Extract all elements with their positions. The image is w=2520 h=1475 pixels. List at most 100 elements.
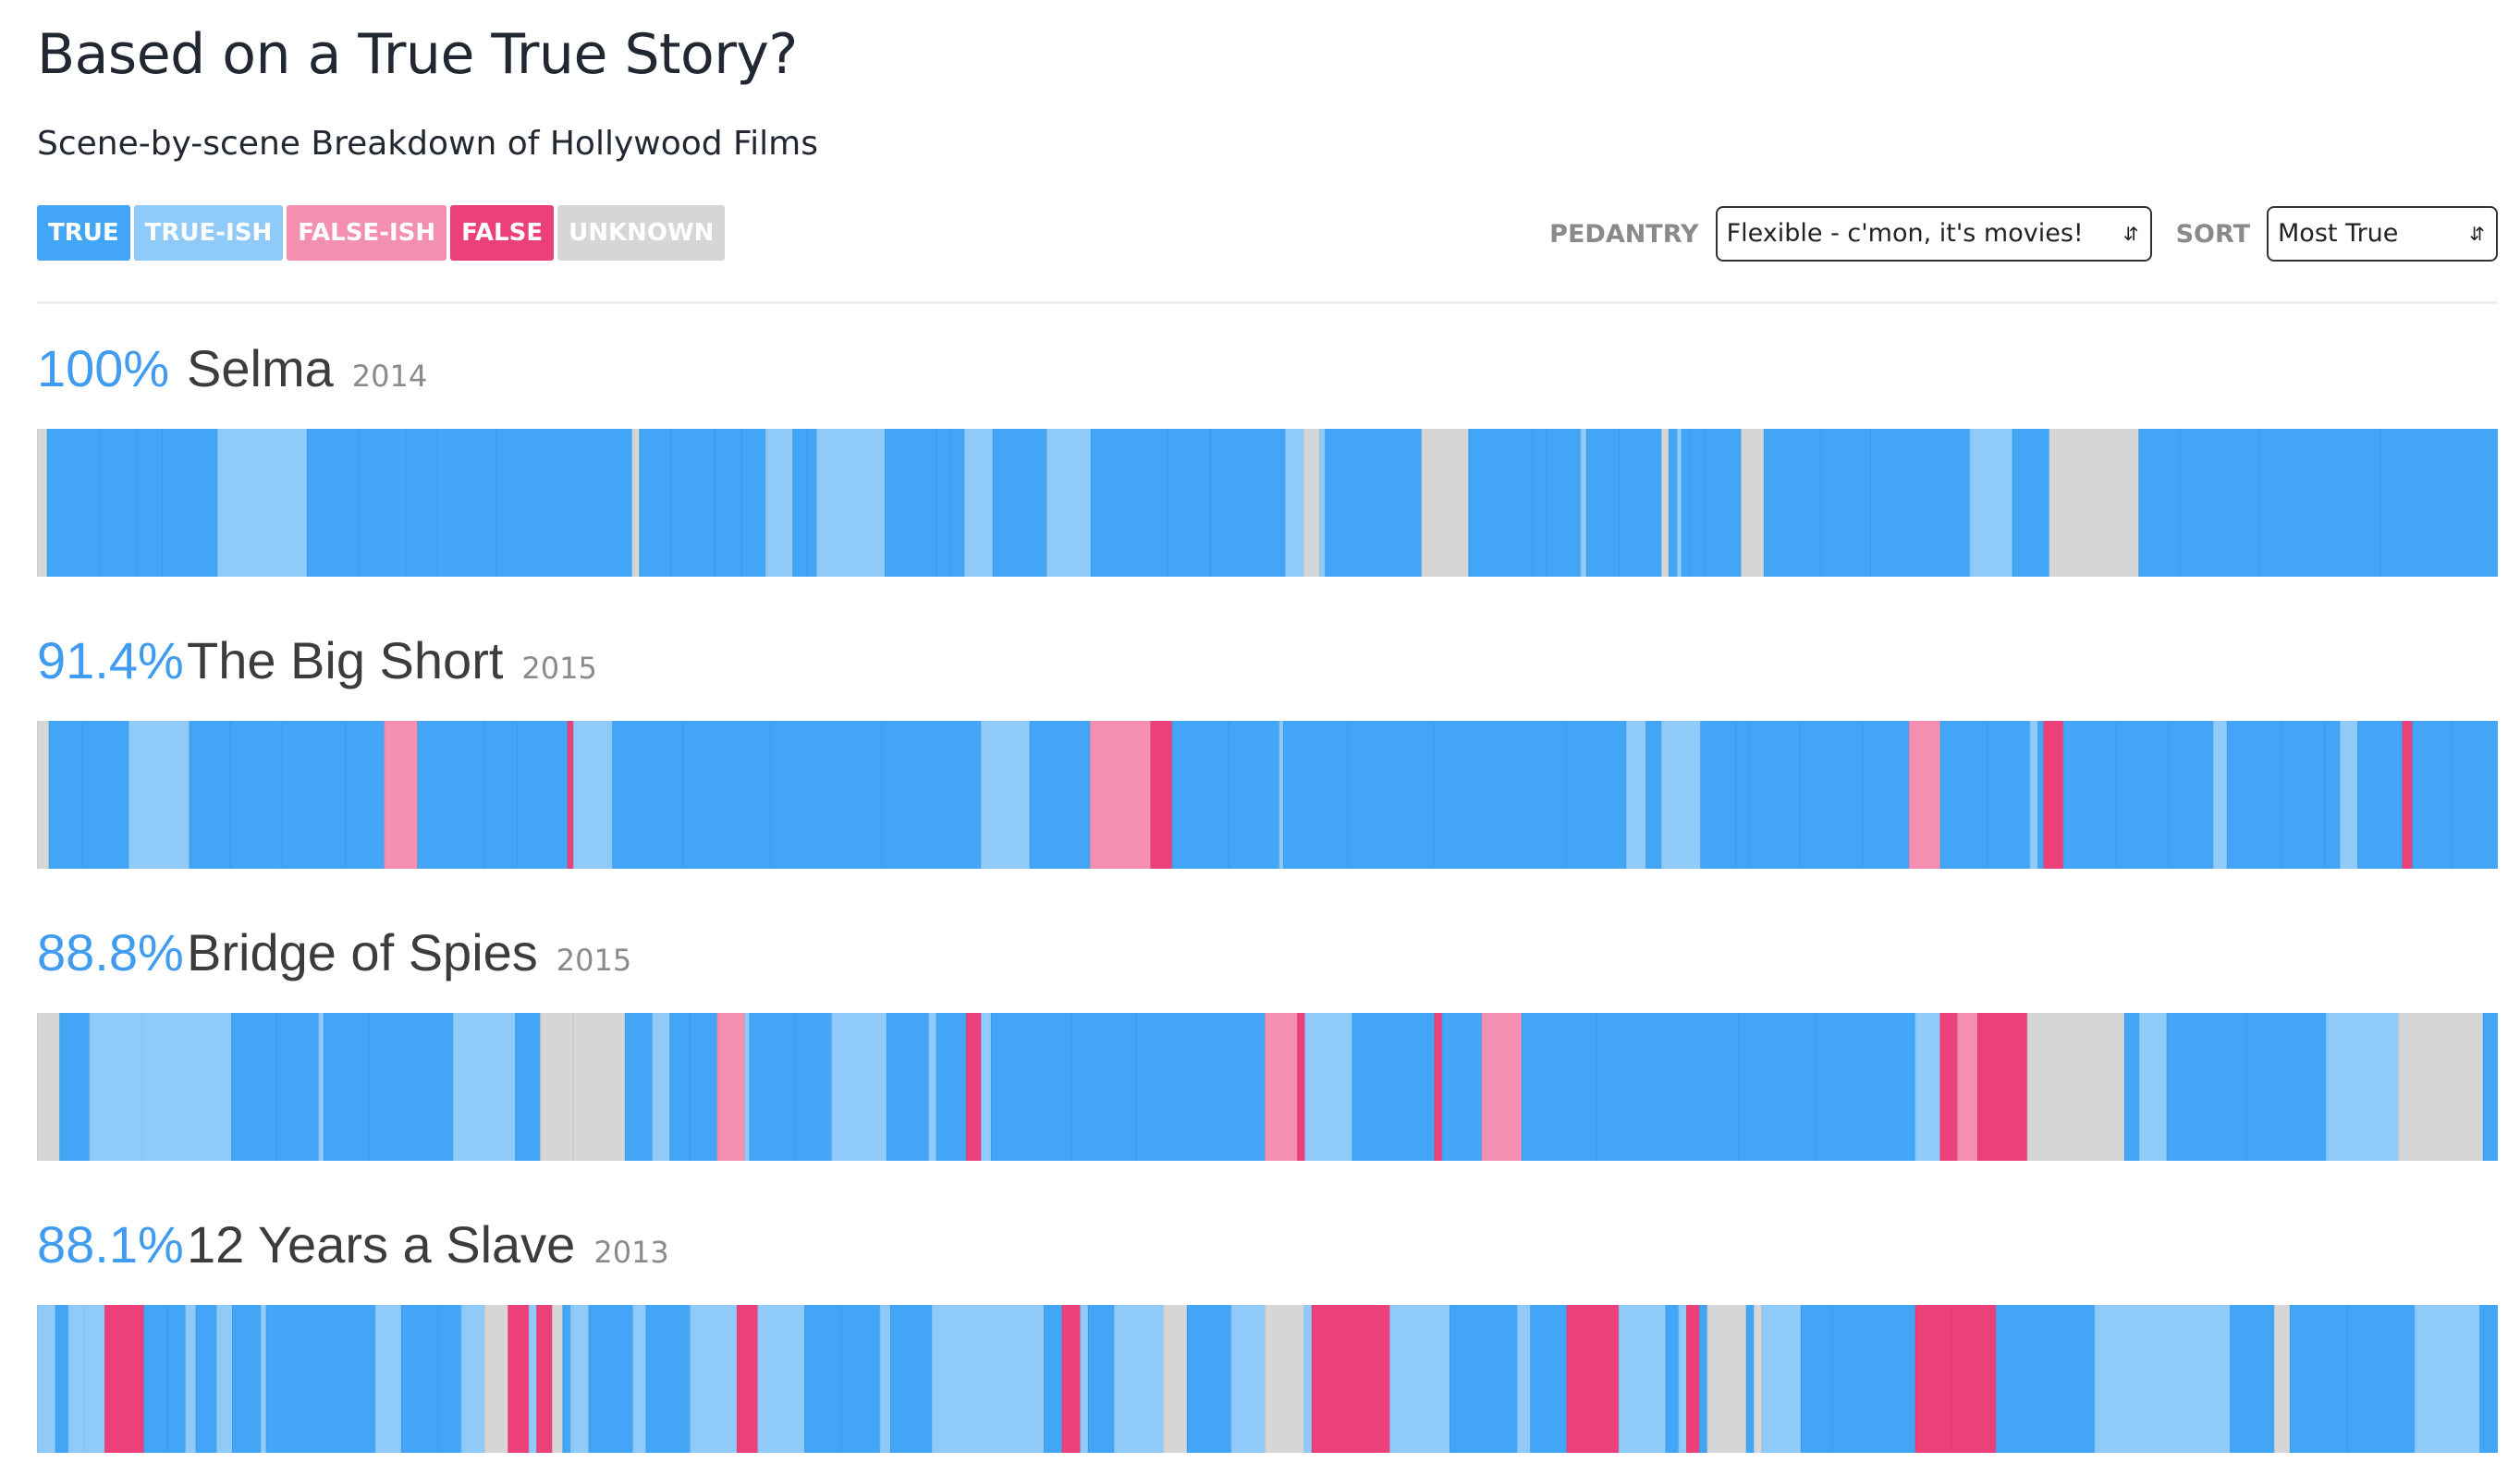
scene-segment-true-ish[interactable] xyxy=(374,1305,402,1453)
scene-segment-true[interactable] xyxy=(2289,1305,2348,1453)
scene-segment-true[interactable] xyxy=(275,1013,320,1161)
scene-segment-true-ish[interactable] xyxy=(1969,429,2013,577)
scene-segment-true[interactable] xyxy=(195,1305,217,1453)
scene-segment-true[interactable] xyxy=(682,721,771,869)
scene-segment-true-ish[interactable] xyxy=(2029,721,2038,869)
scene-segment-false-ish[interactable] xyxy=(716,1013,745,1161)
scene-segment-false[interactable] xyxy=(1951,1305,1997,1453)
scene-segment-true[interactable] xyxy=(1228,721,1280,869)
scene-segment-false-ish[interactable] xyxy=(1090,721,1152,869)
scene-segment-true[interactable] xyxy=(1352,1013,1436,1161)
scene-segment-true[interactable] xyxy=(306,429,359,577)
scene-segment-true-ish[interactable] xyxy=(1080,1305,1089,1453)
scene-segment-true[interactable] xyxy=(2166,1013,2247,1161)
scene-segment-true-ish[interactable] xyxy=(2414,1305,2480,1453)
scene-segment-true[interactable] xyxy=(2451,721,2498,869)
scene-segment-true[interactable] xyxy=(48,721,83,869)
scene-segment-true[interactable] xyxy=(645,1305,691,1453)
scene-segment-true-ish[interactable] xyxy=(1319,429,1326,577)
scene-segment-true-ish[interactable] xyxy=(831,1013,887,1161)
scene-segment-false[interactable] xyxy=(1686,1305,1700,1453)
scene-segment-true-ish[interactable] xyxy=(690,1305,738,1453)
scene-segment-true[interactable] xyxy=(2123,1013,2140,1161)
scene-segment-unknown[interactable] xyxy=(1421,429,1469,577)
scene-segment-true-ish[interactable] xyxy=(1761,1305,1802,1453)
scene-segment-true[interactable] xyxy=(740,429,766,577)
scene-segment-true[interactable] xyxy=(885,429,936,577)
scene-segment-true[interactable] xyxy=(358,429,407,577)
scene-segment-true[interactable] xyxy=(2037,721,2045,869)
scene-segment-true[interactable] xyxy=(265,1305,376,1453)
scene-segment-true[interactable] xyxy=(1870,429,1971,577)
scene-segment-true[interactable] xyxy=(136,429,163,577)
scene-segment-true[interactable] xyxy=(2258,429,2381,577)
scene-segment-true[interactable] xyxy=(1325,429,1423,577)
scene-segment-true-ish[interactable] xyxy=(83,1305,105,1453)
scene-segment-true-ish[interactable] xyxy=(632,1305,647,1453)
legend-item-unknown[interactable]: UNKNOWN xyxy=(557,205,726,261)
scene-segment-false[interactable] xyxy=(104,1305,144,1453)
scene-segment-true-ish[interactable] xyxy=(1626,721,1646,869)
scene-segment-unknown[interactable] xyxy=(2026,1013,2125,1161)
scene-segment-true[interactable] xyxy=(483,721,518,869)
scene-segment-true[interactable] xyxy=(770,721,882,869)
scene-segment-true[interactable] xyxy=(1745,1305,1755,1453)
scene-segment-true[interactable] xyxy=(2062,721,2117,869)
scene-segment-true-ish[interactable] xyxy=(1661,721,1701,869)
scene-segment-true[interactable] xyxy=(1735,721,1750,869)
scene-segment-true[interactable] xyxy=(1645,721,1662,869)
scene-segment-true[interactable] xyxy=(1441,1013,1483,1161)
film-title[interactable]: The Big Short xyxy=(187,631,504,689)
scene-segment-true-ish[interactable] xyxy=(1389,1305,1450,1453)
scene-segment-true[interactable] xyxy=(162,429,218,577)
scene-segment-true[interactable] xyxy=(1800,1305,1833,1453)
scene-segment-true-ish[interactable] xyxy=(1678,1305,1687,1453)
scene-segment-true[interactable] xyxy=(749,1013,795,1161)
scene-segment-true-ish[interactable] xyxy=(2094,1305,2231,1453)
scene-segment-true-ish[interactable] xyxy=(1580,429,1587,577)
scene-segment-true-ish[interactable] xyxy=(141,1013,232,1161)
scene-segment-false[interactable] xyxy=(2043,721,2064,869)
scene-segment-false[interactable] xyxy=(1914,1305,1952,1453)
scene-segment-true[interactable] xyxy=(1468,429,1534,577)
scene-segment-true[interactable] xyxy=(1433,721,1567,869)
scene-segment-true[interactable] xyxy=(1995,1305,2096,1453)
scene-segment-true-ish[interactable] xyxy=(318,1013,324,1161)
scene-segment-false-ish[interactable] xyxy=(1481,1013,1523,1161)
scene-segment-true[interactable] xyxy=(2357,721,2404,869)
scene-segment-true-ish[interactable] xyxy=(2326,1013,2399,1161)
scene-segment-true[interactable] xyxy=(804,1305,842,1453)
scene-segment-true[interactable] xyxy=(417,721,484,869)
scene-segment-true[interactable] xyxy=(1939,721,1988,869)
scene-segment-true[interactable] xyxy=(624,1013,654,1161)
scene-segment-true[interactable] xyxy=(588,1305,633,1453)
scene-segment-true-ish[interactable] xyxy=(2139,1013,2168,1161)
scene-segment-false[interactable] xyxy=(736,1305,759,1453)
scene-segment-true[interactable] xyxy=(59,1013,91,1161)
scene-segment-true[interactable] xyxy=(495,429,633,577)
scene-segment-true[interactable] xyxy=(2179,429,2260,577)
film-title[interactable]: Selma xyxy=(187,339,334,397)
scene-segment-unknown[interactable] xyxy=(2398,1013,2484,1161)
scene-segment-true[interactable] xyxy=(1585,429,1620,577)
scene-segment-false-ish[interactable] xyxy=(1957,1013,1978,1161)
scene-segment-true-ish[interactable] xyxy=(2340,721,2358,869)
scene-segment-true[interactable] xyxy=(1596,1013,1739,1161)
legend-item-false-ish[interactable]: FALSE-ISH xyxy=(287,205,447,261)
scene-segment-true[interactable] xyxy=(1749,721,1801,869)
scene-segment-true[interactable] xyxy=(2379,429,2498,577)
scene-segment-true[interactable] xyxy=(229,721,282,869)
scene-segment-true[interactable] xyxy=(2138,429,2181,577)
scene-segment-true[interactable] xyxy=(1167,429,1211,577)
scene-segment-true[interactable] xyxy=(1987,721,2031,869)
scene-segment-unknown[interactable] xyxy=(37,1013,60,1161)
scene-segment-true[interactable] xyxy=(562,1305,571,1453)
scene-segment-unknown[interactable] xyxy=(1265,1305,1304,1453)
scene-segment-true[interactable] xyxy=(323,1013,369,1161)
scene-segment-true[interactable] xyxy=(46,429,101,577)
scene-segment-true-ish[interactable] xyxy=(879,1305,891,1453)
scene-segment-true[interactable] xyxy=(670,429,716,577)
scene-segment-true-ish[interactable] xyxy=(757,1305,805,1453)
scene-segment-true-ish[interactable] xyxy=(1046,429,1092,577)
scene-segment-unknown[interactable] xyxy=(1741,429,1765,577)
